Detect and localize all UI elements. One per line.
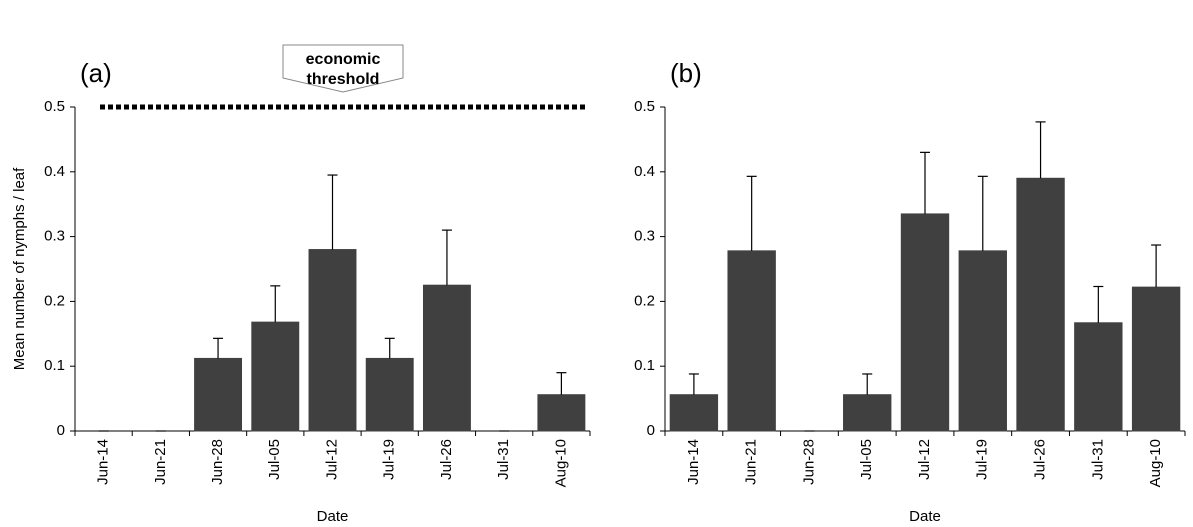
error-bar [920, 151, 930, 214]
threshold-label: economic [306, 51, 381, 68]
x-axis-label: Date [317, 508, 349, 525]
x-tick-label: Jul-05 [858, 439, 875, 480]
x-tick-label: Jun-14 [95, 439, 112, 485]
x-tick-label: Jul-12 [323, 439, 340, 480]
error-bar [1151, 244, 1162, 288]
x-tick-label: Jul-31 [495, 439, 512, 480]
x-tick-label: Jun-14 [685, 439, 702, 485]
threshold-label: threshold [307, 71, 380, 88]
y-tick-label: 0.1 [634, 357, 655, 374]
x-tick-label: Jul-26 [1032, 439, 1049, 480]
error-bar [1035, 121, 1046, 179]
x-tick-label: Jul-19 [974, 439, 991, 480]
error-bar [384, 337, 395, 359]
error-bar [862, 373, 873, 395]
bar [422, 284, 471, 432]
bar [194, 357, 243, 432]
error-bar [441, 229, 452, 286]
x-tick-label: Aug-10 [552, 439, 569, 487]
y-tick-label: 0 [57, 422, 65, 439]
panel-title: (a) [80, 58, 112, 88]
error-bar [270, 285, 281, 323]
error-bar [327, 174, 338, 250]
y-tick-label: 0.2 [44, 292, 65, 309]
x-tick-label: Aug-10 [1147, 439, 1164, 487]
x-tick-label: Jul-05 [266, 439, 283, 480]
bar [727, 250, 776, 432]
y-tick-label: 0.1 [44, 357, 65, 374]
bar [669, 394, 719, 432]
x-tick-label: Jun-28 [209, 439, 226, 485]
y-tick-label: 0.3 [44, 228, 65, 245]
error-bar [1093, 285, 1104, 323]
error-bar [746, 175, 757, 251]
x-tick-label: Jul-19 [381, 439, 398, 480]
x-axis-label: Date [909, 508, 941, 525]
y-tick-label: 0 [647, 422, 655, 439]
bar [251, 321, 300, 432]
error-bar [977, 175, 988, 251]
x-tick-label: Jul-31 [1089, 439, 1106, 480]
panel-title: (b) [670, 58, 702, 88]
bar [958, 250, 1007, 432]
x-tick-label: Jul-12 [916, 439, 933, 480]
error-bar [556, 372, 567, 395]
bar [1074, 322, 1123, 432]
bar [365, 357, 414, 432]
bar [308, 249, 357, 432]
bar [1016, 177, 1065, 432]
x-tick-label: Jun-21 [152, 439, 169, 485]
bar [1131, 286, 1181, 432]
y-axis-label: Mean number of nymphs / leaf [11, 167, 28, 370]
y-tick-label: 0.5 [44, 98, 65, 115]
bar [843, 394, 892, 432]
bar [900, 213, 950, 432]
y-tick-label: 0.3 [634, 228, 655, 245]
bar [537, 394, 586, 432]
threshold-callout [282, 44, 404, 93]
x-tick-label: Jun-28 [800, 439, 817, 485]
x-tick-label: Jul-26 [438, 439, 455, 480]
error-bar [688, 373, 699, 395]
y-tick-label: 0.2 [634, 292, 655, 309]
error-bar [213, 337, 224, 359]
y-tick-label: 0.4 [634, 163, 655, 180]
y-tick-label: 0.5 [634, 98, 655, 115]
x-tick-label: Jun-21 [743, 439, 760, 485]
y-tick-label: 0.4 [44, 163, 65, 180]
